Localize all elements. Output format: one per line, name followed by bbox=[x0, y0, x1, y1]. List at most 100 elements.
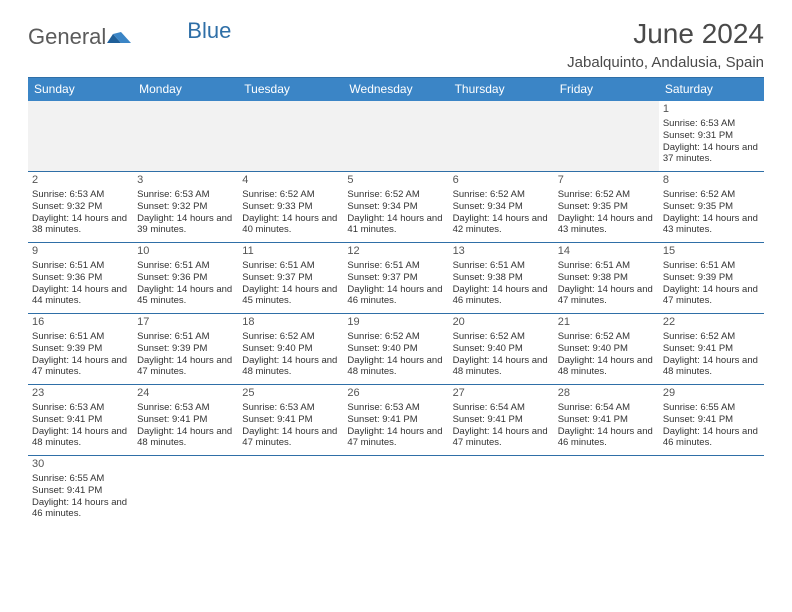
week-row: 9 Sunrise: 6:51 AM Sunset: 9:36 PM Daylig… bbox=[28, 243, 764, 314]
calendar: Sunday Monday Tuesday Wednesday Thursday… bbox=[28, 77, 764, 526]
calendar-cell: 26Sunrise: 6:53 AM Sunset: 9:41 PM Dayli… bbox=[343, 385, 448, 455]
day-number: 1 bbox=[663, 103, 761, 117]
calendar-cell: 27Sunrise: 6:54 AM Sunset: 9:41 PM Dayli… bbox=[449, 385, 554, 455]
day-number: 18 bbox=[242, 316, 340, 330]
day-number: 9 bbox=[32, 245, 130, 259]
calendar-cell: 30Sunrise: 6:55 AM Sunset: 9:41 PM Dayli… bbox=[28, 456, 133, 526]
day-info: Sunrise: 6:53 AM Sunset: 9:41 PM Dayligh… bbox=[242, 402, 340, 450]
day-number: 5 bbox=[347, 174, 445, 188]
day-info: Sunrise: 6:52 AM Sunset: 9:40 PM Dayligh… bbox=[558, 331, 656, 379]
day-info: Sunrise: 6:53 AM Sunset: 9:31 PM Dayligh… bbox=[663, 118, 761, 166]
day-number: 15 bbox=[663, 245, 761, 259]
day-number: 8 bbox=[663, 174, 761, 188]
day-header-sat: Saturday bbox=[659, 78, 764, 101]
day-header-thu: Thursday bbox=[449, 78, 554, 101]
calendar-cell: 9Sunrise: 6:51 AM Sunset: 9:36 PM Daylig… bbox=[28, 243, 133, 313]
calendar-cell bbox=[238, 456, 343, 526]
calendar-cell bbox=[133, 456, 238, 526]
day-number: 14 bbox=[558, 245, 656, 259]
calendar-cell bbox=[238, 101, 343, 171]
logo: General Blue bbox=[28, 24, 175, 50]
day-header-row: Sunday Monday Tuesday Wednesday Thursday… bbox=[28, 78, 764, 101]
calendar-cell: 18Sunrise: 6:52 AM Sunset: 9:40 PM Dayli… bbox=[238, 314, 343, 384]
calendar-cell: 21Sunrise: 6:52 AM Sunset: 9:40 PM Dayli… bbox=[554, 314, 659, 384]
day-info: Sunrise: 6:52 AM Sunset: 9:34 PM Dayligh… bbox=[347, 189, 445, 237]
logo-text-2: Blue bbox=[187, 18, 231, 44]
calendar-cell: 8Sunrise: 6:52 AM Sunset: 9:35 PM Daylig… bbox=[659, 172, 764, 242]
calendar-cell: 7Sunrise: 6:52 AM Sunset: 9:35 PM Daylig… bbox=[554, 172, 659, 242]
day-number: 10 bbox=[137, 245, 235, 259]
day-number: 29 bbox=[663, 387, 761, 401]
calendar-cell: 17Sunrise: 6:51 AM Sunset: 9:39 PM Dayli… bbox=[133, 314, 238, 384]
calendar-cell: 22Sunrise: 6:52 AM Sunset: 9:41 PM Dayli… bbox=[659, 314, 764, 384]
day-info: Sunrise: 6:51 AM Sunset: 9:36 PM Dayligh… bbox=[137, 260, 235, 308]
day-header-fri: Friday bbox=[554, 78, 659, 101]
logo-text-1: General bbox=[28, 24, 106, 50]
day-info: Sunrise: 6:52 AM Sunset: 9:40 PM Dayligh… bbox=[242, 331, 340, 379]
calendar-cell: 1Sunrise: 6:53 AM Sunset: 9:31 PM Daylig… bbox=[659, 101, 764, 171]
day-info: Sunrise: 6:52 AM Sunset: 9:41 PM Dayligh… bbox=[663, 331, 761, 379]
day-number: 28 bbox=[558, 387, 656, 401]
calendar-cell bbox=[343, 101, 448, 171]
title-block: June 2024 Jabalquinto, Andalusia, Spain bbox=[567, 18, 764, 75]
calendar-cell: 5Sunrise: 6:52 AM Sunset: 9:34 PM Daylig… bbox=[343, 172, 448, 242]
day-header-tue: Tuesday bbox=[238, 78, 343, 101]
week-row: 16Sunrise: 6:51 AM Sunset: 9:39 PM Dayli… bbox=[28, 314, 764, 385]
day-header-wed: Wednesday bbox=[343, 78, 448, 101]
day-number: 13 bbox=[453, 245, 551, 259]
day-info: Sunrise: 6:51 AM Sunset: 9:37 PM Dayligh… bbox=[242, 260, 340, 308]
calendar-cell bbox=[554, 101, 659, 171]
calendar-cell: 28Sunrise: 6:54 AM Sunset: 9:41 PM Dayli… bbox=[554, 385, 659, 455]
day-number: 20 bbox=[453, 316, 551, 330]
day-info: Sunrise: 6:55 AM Sunset: 9:41 PM Dayligh… bbox=[32, 473, 130, 521]
day-info: Sunrise: 6:53 AM Sunset: 9:32 PM Dayligh… bbox=[137, 189, 235, 237]
day-info: Sunrise: 6:52 AM Sunset: 9:35 PM Dayligh… bbox=[663, 189, 761, 237]
day-info: Sunrise: 6:55 AM Sunset: 9:41 PM Dayligh… bbox=[663, 402, 761, 450]
day-info: Sunrise: 6:53 AM Sunset: 9:41 PM Dayligh… bbox=[32, 402, 130, 450]
day-info: Sunrise: 6:54 AM Sunset: 9:41 PM Dayligh… bbox=[453, 402, 551, 450]
day-number: 25 bbox=[242, 387, 340, 401]
location-text: Jabalquinto, Andalusia, Spain bbox=[567, 54, 764, 71]
day-number: 22 bbox=[663, 316, 761, 330]
calendar-cell bbox=[449, 101, 554, 171]
day-number: 27 bbox=[453, 387, 551, 401]
calendar-cell: 3Sunrise: 6:53 AM Sunset: 9:32 PM Daylig… bbox=[133, 172, 238, 242]
day-info: Sunrise: 6:51 AM Sunset: 9:39 PM Dayligh… bbox=[137, 331, 235, 379]
week-row: 2Sunrise: 6:53 AM Sunset: 9:32 PM Daylig… bbox=[28, 172, 764, 243]
day-info: Sunrise: 6:52 AM Sunset: 9:34 PM Dayligh… bbox=[453, 189, 551, 237]
calendar-cell: 25Sunrise: 6:53 AM Sunset: 9:41 PM Dayli… bbox=[238, 385, 343, 455]
day-info: Sunrise: 6:53 AM Sunset: 9:41 PM Dayligh… bbox=[137, 402, 235, 450]
calendar-cell: 29Sunrise: 6:55 AM Sunset: 9:41 PM Dayli… bbox=[659, 385, 764, 455]
calendar-cell: 15Sunrise: 6:51 AM Sunset: 9:39 PM Dayli… bbox=[659, 243, 764, 313]
calendar-cell: 10Sunrise: 6:51 AM Sunset: 9:36 PM Dayli… bbox=[133, 243, 238, 313]
day-info: Sunrise: 6:52 AM Sunset: 9:33 PM Dayligh… bbox=[242, 189, 340, 237]
calendar-cell: 13Sunrise: 6:51 AM Sunset: 9:38 PM Dayli… bbox=[449, 243, 554, 313]
day-number: 2 bbox=[32, 174, 130, 188]
calendar-cell: 11Sunrise: 6:51 AM Sunset: 9:37 PM Dayli… bbox=[238, 243, 343, 313]
day-number: 7 bbox=[558, 174, 656, 188]
day-info: Sunrise: 6:54 AM Sunset: 9:41 PM Dayligh… bbox=[558, 402, 656, 450]
day-header-sun: Sunday bbox=[28, 78, 133, 101]
calendar-cell bbox=[343, 456, 448, 526]
week-row: 1Sunrise: 6:53 AM Sunset: 9:31 PM Daylig… bbox=[28, 101, 764, 172]
day-info: Sunrise: 6:53 AM Sunset: 9:41 PM Dayligh… bbox=[347, 402, 445, 450]
day-header-mon: Monday bbox=[133, 78, 238, 101]
day-number: 30 bbox=[32, 458, 130, 472]
calendar-cell: 14Sunrise: 6:51 AM Sunset: 9:38 PM Dayli… bbox=[554, 243, 659, 313]
day-number: 3 bbox=[137, 174, 235, 188]
day-info: Sunrise: 6:51 AM Sunset: 9:39 PM Dayligh… bbox=[32, 331, 130, 379]
day-info: Sunrise: 6:51 AM Sunset: 9:37 PM Dayligh… bbox=[347, 260, 445, 308]
day-info: Sunrise: 6:53 AM Sunset: 9:32 PM Dayligh… bbox=[32, 189, 130, 237]
day-number: 19 bbox=[347, 316, 445, 330]
calendar-cell bbox=[659, 456, 764, 526]
day-number: 23 bbox=[32, 387, 130, 401]
day-info: Sunrise: 6:51 AM Sunset: 9:38 PM Dayligh… bbox=[558, 260, 656, 308]
calendar-cell: 19Sunrise: 6:52 AM Sunset: 9:40 PM Dayli… bbox=[343, 314, 448, 384]
day-info: Sunrise: 6:52 AM Sunset: 9:35 PM Dayligh… bbox=[558, 189, 656, 237]
calendar-cell: 23Sunrise: 6:53 AM Sunset: 9:41 PM Dayli… bbox=[28, 385, 133, 455]
calendar-cell: 20Sunrise: 6:52 AM Sunset: 9:40 PM Dayli… bbox=[449, 314, 554, 384]
calendar-cell bbox=[554, 456, 659, 526]
day-number: 24 bbox=[137, 387, 235, 401]
day-number: 12 bbox=[347, 245, 445, 259]
day-info: Sunrise: 6:51 AM Sunset: 9:38 PM Dayligh… bbox=[453, 260, 551, 308]
